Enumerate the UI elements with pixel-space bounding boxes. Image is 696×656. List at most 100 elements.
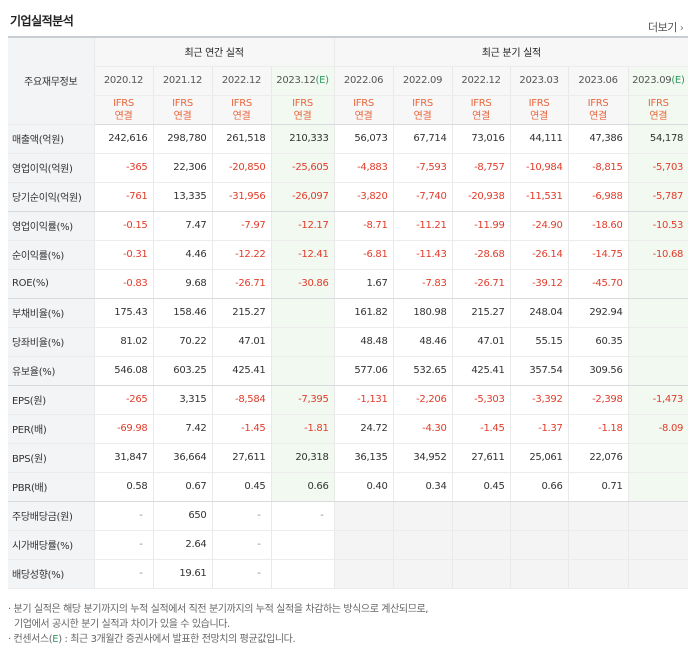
table-cell: 67,714 (393, 124, 453, 154)
table-row: 유보율(%) 546.08 603.25 425.41 577.06 532.65 425.… (8, 356, 689, 386)
table-row: 주당배당금(원) -650- - (8, 501, 689, 531)
table-cell: -7.83 (393, 269, 453, 299)
row-label: PBR(배) (8, 472, 95, 502)
table-cell: 215.27 (212, 298, 272, 328)
table-cell: 36,664 (153, 443, 213, 473)
table-cell: 425.41 (212, 356, 272, 386)
table-cell: -4,883 (334, 153, 394, 183)
table-cell: -10,984 (510, 153, 569, 183)
table-cell (271, 356, 335, 386)
table-row: EPS(원) -265 3,315 -8,584 -7,395 -1,131 -2,206-… (8, 385, 689, 415)
table-cell: 210,333 (271, 124, 335, 154)
table-row: 당좌비율(%) 81.02 70.22 47.01 48.48 48.46 47.01 55.… (8, 327, 689, 357)
table-cell: - (212, 559, 272, 589)
table-cell (628, 501, 689, 531)
table-cell: 48.48 (334, 327, 394, 357)
table-cell: - (212, 501, 272, 531)
table-cell (628, 472, 689, 502)
table-row: 순이익률(%) -0.31 4.46 -12.22 -12.41 -6.81 -11.43-… (8, 240, 689, 270)
table-cell: 425.41 (452, 356, 511, 386)
table-cell: 215.27 (452, 298, 511, 328)
table-cell: 47.01 (452, 327, 511, 357)
ifrs-label: IFRS 연결 (568, 95, 629, 125)
table-cell (568, 559, 629, 589)
table-cell: -7.97 (212, 211, 272, 241)
table-cell: 650 (153, 501, 213, 531)
row-label: 영업이익(억원) (8, 153, 95, 183)
row-label: 순이익률(%) (8, 240, 95, 270)
table-cell: 70.22 (153, 327, 213, 357)
table-row: 당기순이익(억원) -761 13,335 -31,956 -26,097 -3,820-… (8, 182, 689, 212)
table-cell: -761 (94, 182, 154, 212)
ifrs-label: IFRS 연결 (94, 95, 154, 125)
table-cell (393, 559, 453, 589)
ifrs-label: IFRS 연결 (452, 95, 511, 125)
table-cell: -11,531 (510, 182, 569, 212)
table-cell: 603.25 (153, 356, 213, 386)
table-cell: -1.45 (212, 414, 272, 444)
table-row: ROE(%) -0.83 9.68 -26.71 -30.86 1.67 -7.83 -26.… (8, 269, 689, 299)
table-cell: -1.81 (271, 414, 335, 444)
table-cell: - (212, 530, 272, 560)
table-cell (628, 559, 689, 589)
table-cell (628, 298, 689, 328)
ifrs-label: IFRS 연결 (271, 95, 335, 125)
table-cell: -8,757 (452, 153, 511, 183)
table-cell: 546.08 (94, 356, 154, 386)
table-cell: 48.46 (393, 327, 453, 357)
row-label: 당기순이익(억원) (8, 182, 95, 212)
table-cell: 298,780 (153, 124, 213, 154)
table-cell: 44,111 (510, 124, 569, 154)
row-label: 유보율(%) (8, 356, 95, 386)
table-cell: 3,315 (153, 385, 213, 415)
table-cell (628, 530, 689, 560)
table-cell: 22,306 (153, 153, 213, 183)
table-cell: -20,850 (212, 153, 272, 183)
table-cell: -1,131 (334, 385, 394, 415)
table-row: 배당성향(%) -19.61- (8, 559, 689, 589)
table-cell (393, 501, 453, 531)
table-cell: 0.45 (212, 472, 272, 502)
table-cell: -12.22 (212, 240, 272, 270)
table-cell: 54,178 (628, 124, 689, 154)
row-label: 매출액(억원) (8, 124, 95, 154)
table-cell: 2.64 (153, 530, 213, 560)
table-cell: 0.66 (271, 472, 335, 502)
row-label: EPS(원) (8, 385, 95, 415)
table-cell: 261,518 (212, 124, 272, 154)
table-cell: 577.06 (334, 356, 394, 386)
table-cell: 7.42 (153, 414, 213, 444)
table-cell: -11.43 (393, 240, 453, 270)
table-row: 영업이익률(%) -0.15 7.47 -7.97 -12.17 -8.71 -11.21-… (8, 211, 689, 241)
table-cell (393, 530, 453, 560)
table-cell: 7.47 (153, 211, 213, 241)
table-cell: 248.04 (510, 298, 569, 328)
more-link[interactable]: 더보기 › (648, 19, 684, 35)
table-cell (510, 530, 569, 560)
table-cell: -31,956 (212, 182, 272, 212)
table-cell: -26.71 (452, 269, 511, 299)
table-cell: -1.18 (568, 414, 629, 444)
table-cell: -8.09 (628, 414, 689, 444)
row-label: 배당성향(%) (8, 559, 95, 589)
table-cell: 357.54 (510, 356, 569, 386)
table-cell: -26.14 (510, 240, 569, 270)
table-cell: 292.94 (568, 298, 629, 328)
table-cell: 180.98 (393, 298, 453, 328)
period-header: 2022.12 (212, 66, 272, 96)
period-header: 2023.09(E) (628, 66, 689, 96)
table-cell: 0.45 (452, 472, 511, 502)
row-label: 주당배당금(원) (8, 501, 95, 531)
period-header: 2022.06 (334, 66, 394, 96)
table-cell: -30.86 (271, 269, 335, 299)
table-cell (568, 530, 629, 560)
table-cell: -25,605 (271, 153, 335, 183)
financial-summary-table: 주요재무정보 최근 연간 실적 최근 분기 실적 2020.12 2021.12 2022… (8, 36, 689, 589)
table-cell: - (94, 530, 154, 560)
table-cell: -0.83 (94, 269, 154, 299)
row-label: ROE(%) (8, 269, 95, 299)
table-cell: -12.17 (271, 211, 335, 241)
table-cell: -10.68 (628, 240, 689, 270)
table-cell: -1.37 (510, 414, 569, 444)
table-cell: -5,787 (628, 182, 689, 212)
